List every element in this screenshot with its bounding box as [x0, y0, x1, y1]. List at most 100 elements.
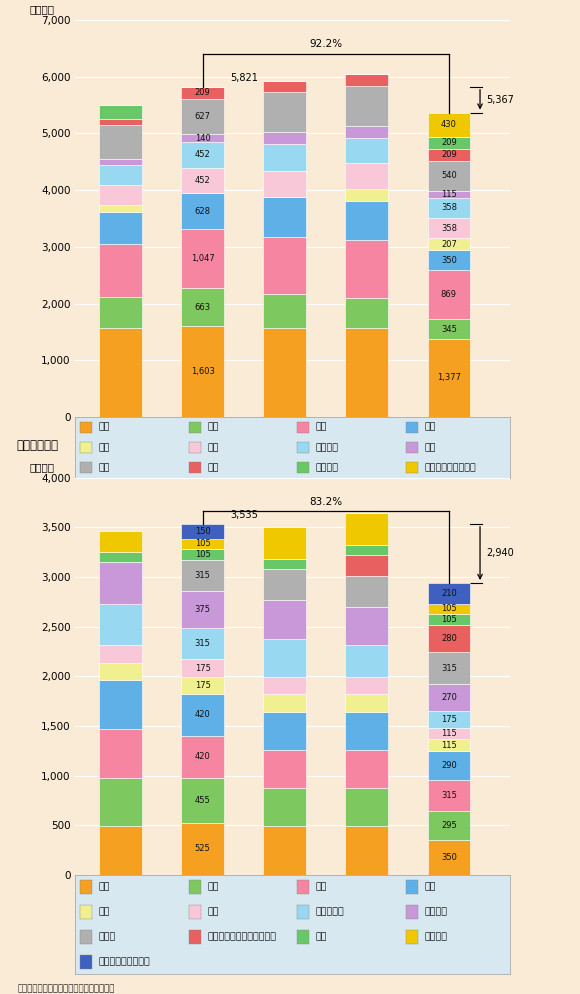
Bar — [427, 750, 470, 779]
Bar — [346, 607, 388, 645]
Text: 420: 420 — [195, 752, 211, 761]
Text: 理科: 理科 — [425, 422, 436, 431]
Bar — [346, 328, 388, 417]
Bar — [99, 205, 142, 213]
Bar — [99, 552, 142, 562]
Bar — [182, 98, 224, 134]
Text: 140: 140 — [195, 133, 211, 143]
Text: 105: 105 — [441, 615, 456, 624]
Bar — [263, 132, 306, 144]
Bar — [99, 185, 142, 205]
Bar — [188, 421, 201, 432]
Text: 選択教科（外国語を除く）: 選択教科（外国語を除く） — [207, 932, 276, 941]
Text: （備考）１．文部科学省資料により作成。: （備考）１．文部科学省資料により作成。 — [17, 984, 115, 993]
Bar — [263, 677, 306, 694]
Bar — [99, 531, 142, 552]
Text: 総合的な学習の時間: 総合的な学習の時間 — [425, 463, 476, 472]
Text: 3,535: 3,535 — [230, 510, 259, 520]
Text: 115: 115 — [441, 730, 456, 739]
Text: 総合的な学習の時間: 総合的な学習の時間 — [99, 957, 150, 966]
Text: 技術・家庭: 技術・家庭 — [316, 908, 345, 916]
Bar — [188, 441, 201, 453]
Bar — [346, 75, 388, 86]
Bar — [346, 555, 388, 576]
Text: 375: 375 — [195, 605, 211, 614]
Bar — [188, 906, 201, 918]
Text: 525: 525 — [195, 844, 211, 853]
Bar — [263, 528, 306, 559]
Text: 道徳: 道徳 — [316, 932, 328, 941]
Bar — [80, 930, 92, 943]
Text: 350: 350 — [441, 853, 457, 862]
Bar — [182, 134, 224, 142]
Bar — [182, 142, 224, 168]
Bar — [427, 149, 470, 161]
Text: 210: 210 — [441, 588, 456, 597]
Bar — [406, 930, 418, 943]
Bar — [427, 840, 470, 875]
Bar — [182, 659, 224, 677]
Text: 315: 315 — [195, 639, 211, 648]
Bar — [99, 603, 142, 645]
Text: 175: 175 — [441, 715, 457, 724]
Bar — [182, 288, 224, 326]
Bar — [346, 545, 388, 555]
Bar — [406, 441, 418, 453]
Bar — [182, 549, 224, 560]
Bar — [263, 826, 306, 875]
Bar — [182, 777, 224, 823]
Bar — [427, 270, 470, 319]
Bar — [406, 881, 418, 894]
Bar — [427, 161, 470, 191]
Bar — [263, 92, 306, 132]
Text: 358: 358 — [441, 224, 457, 233]
Text: 83.2%: 83.2% — [309, 497, 342, 507]
Bar — [263, 638, 306, 677]
Bar — [427, 112, 470, 137]
Bar — [346, 163, 388, 189]
Bar — [99, 244, 142, 297]
Bar — [263, 328, 306, 417]
Text: 数学: 数学 — [316, 883, 328, 892]
Bar — [188, 462, 201, 473]
Bar — [346, 298, 388, 328]
Bar — [297, 421, 310, 432]
Bar — [427, 319, 470, 339]
Bar — [99, 562, 142, 603]
Text: 外国語: 外国語 — [99, 932, 115, 941]
Text: 209: 209 — [195, 88, 211, 97]
Text: 209: 209 — [441, 138, 456, 147]
Bar — [263, 144, 306, 171]
Text: 207: 207 — [441, 240, 457, 248]
Bar — [99, 105, 142, 119]
Bar — [297, 441, 310, 453]
Bar — [80, 421, 92, 432]
Bar — [99, 213, 142, 244]
Text: 5,367: 5,367 — [487, 94, 514, 104]
Bar — [99, 680, 142, 729]
Bar — [346, 201, 388, 241]
Bar — [427, 603, 470, 614]
Text: 455: 455 — [195, 795, 211, 804]
Text: 国語: 国語 — [99, 883, 110, 892]
Bar — [427, 250, 470, 270]
Bar — [427, 624, 470, 652]
Bar — [427, 684, 470, 711]
Bar — [263, 294, 306, 328]
Bar — [99, 119, 142, 125]
Bar — [427, 652, 470, 684]
Text: 350: 350 — [441, 255, 457, 264]
Bar — [427, 582, 470, 603]
Bar — [99, 777, 142, 826]
Bar — [427, 198, 470, 218]
Text: 295: 295 — [441, 821, 456, 830]
Bar — [427, 728, 470, 740]
Text: 345: 345 — [441, 325, 457, 334]
Bar — [182, 524, 224, 539]
Bar — [182, 694, 224, 736]
Bar — [182, 677, 224, 694]
Text: 290: 290 — [441, 760, 456, 769]
Bar — [99, 328, 142, 417]
Text: 特別活動: 特別活動 — [425, 932, 448, 941]
Bar — [346, 86, 388, 126]
